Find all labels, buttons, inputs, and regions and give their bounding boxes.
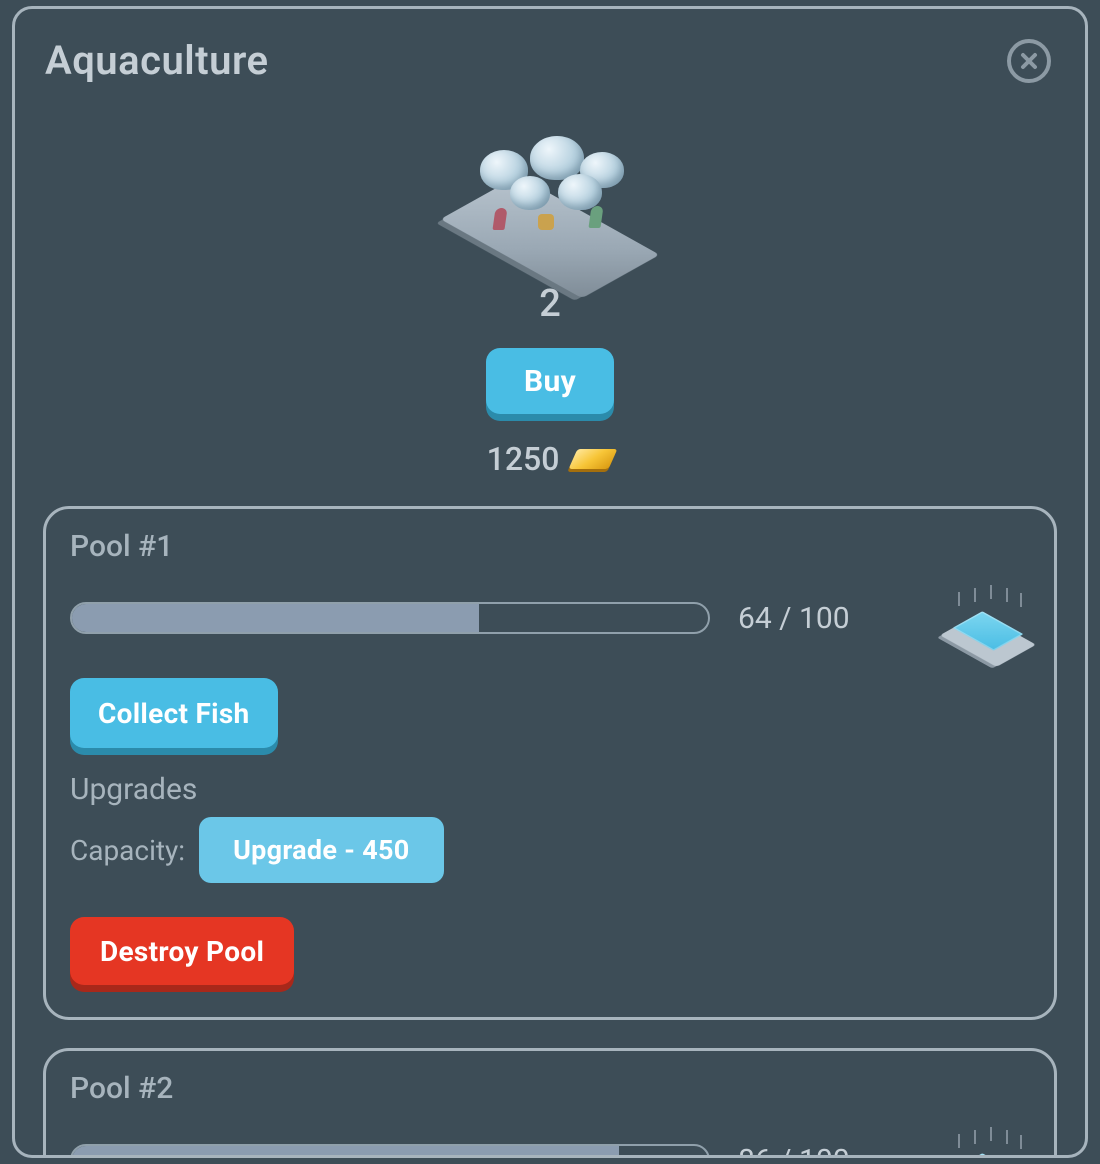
gold-bar-icon xyxy=(573,449,613,469)
building-count: 2 xyxy=(539,282,561,326)
fish-pool-icon xyxy=(946,1120,1030,1158)
aquaculture-building-icon xyxy=(440,122,660,262)
pool-progress-row: 64 / 100 xyxy=(70,578,1030,658)
progress-bar xyxy=(70,1144,710,1158)
pool-card: Pool #2 86 / 100 xyxy=(43,1048,1057,1158)
capacity-upgrade-row: Capacity: Upgrade - 450 xyxy=(70,817,1030,883)
pool-title: Pool #1 xyxy=(70,529,1030,564)
upgrades-heading: Upgrades xyxy=(70,772,1030,807)
pool-title: Pool #2 xyxy=(70,1071,1030,1106)
progress-fill xyxy=(72,604,479,632)
pool-progress xyxy=(70,1144,710,1158)
close-icon xyxy=(1020,52,1038,70)
panel-header: Aquaculture xyxy=(15,9,1085,92)
pool-progress-row: 86 / 100 xyxy=(70,1120,1030,1158)
pools-list: Pool #1 64 / 100 Colle xyxy=(15,506,1085,1158)
pool-progress xyxy=(70,602,710,634)
aquaculture-panel: Aquaculture 2 Buy 1250 xyxy=(12,6,1088,1158)
upgrade-capacity-button[interactable]: Upgrade - 450 xyxy=(199,817,444,883)
progress-bar xyxy=(70,602,710,634)
hero-section: 2 Buy 1250 xyxy=(15,92,1085,478)
fish-pool-icon xyxy=(946,578,1030,658)
progress-text: 64 / 100 xyxy=(738,601,850,636)
destroy-pool-button[interactable]: Destroy Pool xyxy=(70,917,294,985)
progress-text: 86 / 100 xyxy=(738,1143,850,1159)
capacity-label: Capacity: xyxy=(70,834,185,867)
buy-cost: 1250 xyxy=(487,440,614,478)
close-button[interactable] xyxy=(1007,39,1051,83)
progress-fill xyxy=(72,1146,619,1158)
collect-fish-button[interactable]: Collect Fish xyxy=(70,678,278,748)
pool-card: Pool #1 64 / 100 Colle xyxy=(43,506,1057,1020)
buy-button[interactable]: Buy xyxy=(486,348,614,414)
panel-title: Aquaculture xyxy=(45,37,269,84)
buy-cost-value: 1250 xyxy=(487,440,560,478)
